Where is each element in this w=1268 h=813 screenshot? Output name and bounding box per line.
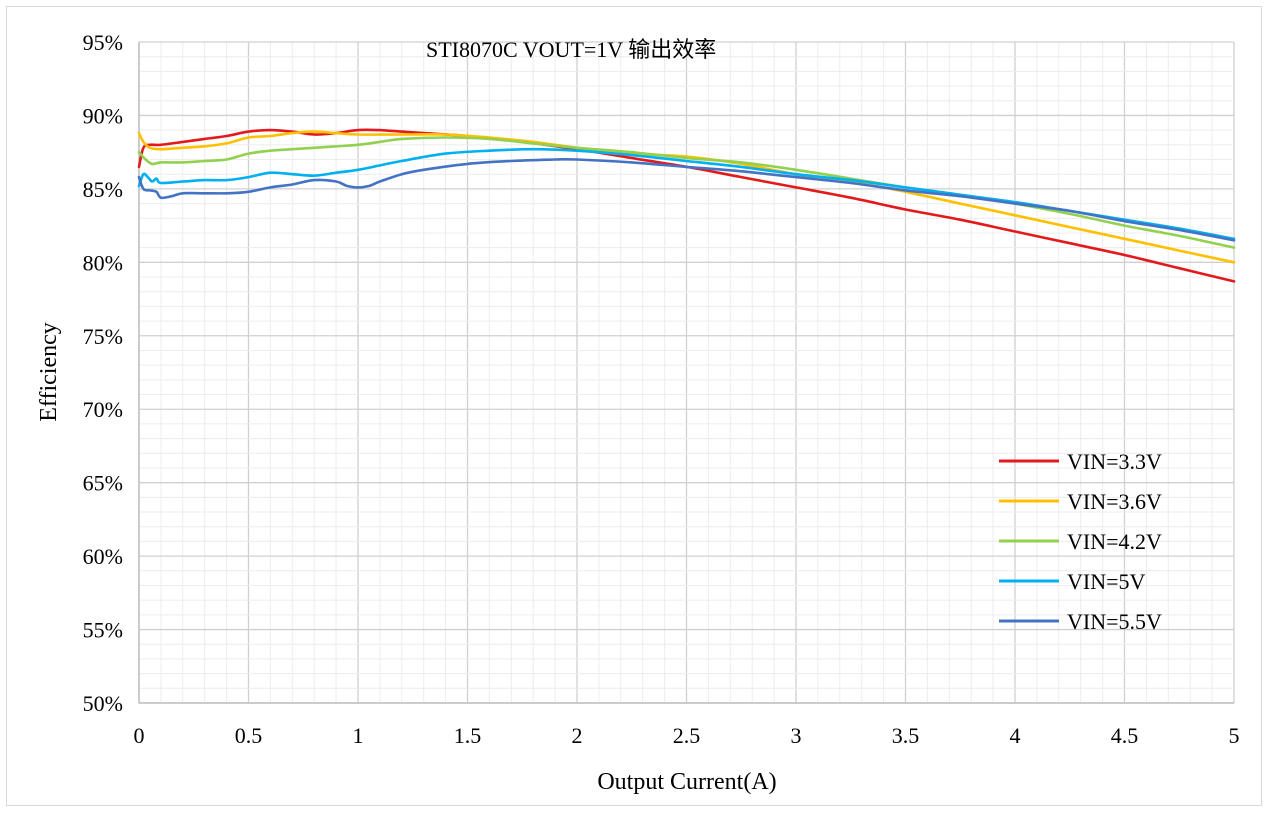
legend-label: VIN=5V [1067, 569, 1146, 594]
x-tick-label: 2 [572, 723, 583, 748]
legend-label: VIN=5.5V [1067, 609, 1162, 634]
legend-label: VIN=3.6V [1067, 489, 1162, 514]
x-tick-label: 0.5 [235, 723, 263, 748]
x-tick-label: 2.5 [673, 723, 701, 748]
axes: 50% 55% 60% 65% 70% 75% 80% 85% 90% 95% 0 0.5 1 1.5 2 2… [83, 30, 1240, 748]
x-tick-label: 4.5 [1111, 723, 1139, 748]
grid [138, 41, 1235, 704]
chart-title: STI8070C VOUT=1V 输出效率 [426, 37, 716, 62]
legend-label: VIN=3.3V [1067, 449, 1162, 474]
x-axis-title: Output Current(A) [597, 769, 776, 795]
series-lines [137, 128, 1236, 283]
y-tick-label: 60% [83, 544, 123, 569]
chart-frame [6, 6, 1262, 806]
legend: VIN=3.3V VIN=3.6V VIN=4.2V VIN=5V VIN=5.5V [999, 449, 1162, 634]
x-tick-label: 3.5 [892, 723, 920, 748]
y-tick-label: 85% [83, 177, 123, 202]
y-axis-title: Efficiency [36, 322, 62, 422]
x-tick-label: 3 [791, 723, 802, 748]
x-tick-label: 4 [1010, 723, 1021, 748]
y-tick-label: 55% [83, 618, 123, 643]
x-tick-label: 5 [1229, 723, 1240, 748]
y-tick-label: 95% [83, 30, 123, 55]
y-tick-label: 90% [83, 103, 123, 128]
y-tick-label: 65% [83, 471, 123, 496]
y-tick-label: 75% [83, 324, 123, 349]
y-tick-label: 80% [83, 250, 123, 275]
y-tick-label: 50% [83, 691, 123, 716]
legend-label: VIN=4.2V [1067, 529, 1162, 554]
x-tick-label: 1.5 [454, 723, 482, 748]
series-line-vin-5v [137, 147, 1236, 241]
series-line-vin-3-6v [137, 130, 1236, 264]
y-tick-label: 70% [83, 397, 123, 422]
x-tick-label: 1 [353, 723, 364, 748]
series-line-vin-5-5v [137, 157, 1236, 242]
x-tick-label: 0 [134, 723, 145, 748]
